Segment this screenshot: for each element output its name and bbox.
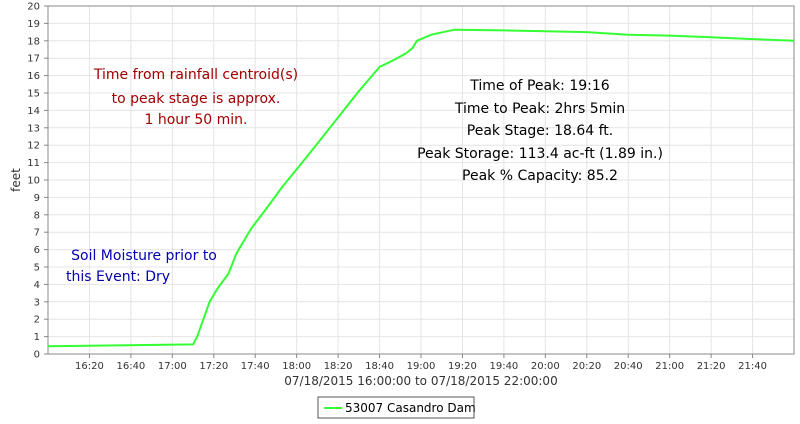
y-tick-label: 16: [27, 71, 40, 82]
x-tick-label: 20:40: [614, 361, 643, 372]
x-tick-label: 20:20: [572, 361, 601, 372]
x-tick-label: 20:00: [531, 361, 560, 372]
legend-box: [317, 396, 475, 419]
y-tick-label: 19: [27, 19, 40, 30]
x-tick-label: 17:00: [158, 361, 187, 372]
rainfall-annotation-line-1: Time from rainfall centroid(s): [93, 67, 298, 83]
y-axis-title: feet: [9, 168, 23, 192]
x-tick-label: 21:00: [655, 361, 684, 372]
y-tick-label: 1: [34, 332, 40, 343]
soil-moisture-line-2: this Event: Dry: [66, 269, 170, 285]
legend-series-label: 53007 Casandro Dam: [345, 401, 476, 415]
x-tick-label: 18:40: [365, 361, 394, 372]
y-tick-label: 4: [34, 280, 40, 291]
rainfall-annotation-line-2: to peak stage is approx.: [112, 91, 281, 107]
y-tick-label: 12: [27, 141, 40, 152]
soil-moisture-line-1: Soil Moisture prior to: [71, 248, 217, 264]
y-tick-label: 3: [34, 297, 40, 308]
series-layer: [47, 28, 795, 348]
x-tick-label: 18:00: [282, 361, 311, 372]
soil-moisture-annotation: Soil Moisture prior to this Event: Dry: [66, 248, 217, 285]
rainfall-annotation-line-3: 1 hour 50 min.: [145, 112, 248, 128]
x-tick-label: 19:20: [448, 361, 477, 372]
x-tick-label: 19:40: [489, 361, 518, 372]
y-tick-label: 6: [34, 245, 40, 256]
y-tick-label: 0: [34, 350, 40, 361]
series-line: [47, 28, 795, 348]
y-tick-label: 15: [27, 89, 40, 100]
x-tick-label: 18:20: [324, 361, 353, 372]
y-tick-label: 11: [27, 158, 40, 169]
x-axis-title: 07/18/2015 16:00:00 to 07/18/2015 22:00:…: [284, 374, 557, 388]
peak-annotation: Time of Peak: 19:16 Time to Peak: 2hrs 5…: [417, 78, 663, 184]
x-tick-label: 16:20: [75, 361, 104, 372]
x-tick-label: 17:40: [241, 361, 270, 372]
x-tick-label: 21:20: [697, 361, 726, 372]
x-tick-label: 16:40: [116, 361, 145, 372]
y-tick-label: 7: [34, 228, 40, 239]
x-tick-label: 19:00: [407, 361, 436, 372]
y-tick-label: 9: [34, 193, 40, 204]
y-tick-label: 8: [34, 210, 40, 221]
grid: [48, 6, 794, 354]
x-tick-label: 21:40: [738, 361, 767, 372]
y-tick-label: 5: [34, 263, 40, 274]
rainfall-annotation: Time from rainfall centroid(s) to peak s…: [93, 67, 298, 128]
legend: 53007 Casandro Dam: [317, 396, 476, 419]
time-to-peak-label: Time to Peak: 2hrs 5min: [454, 101, 625, 117]
y-tick-label: 13: [27, 123, 40, 134]
y-tick-label: 10: [27, 176, 40, 187]
y-tick-label: 20: [27, 2, 40, 13]
peak-storage-label: Peak Storage: 113.4 ac-ft (1.89 in.): [417, 146, 663, 162]
peak-capacity-label: Peak % Capacity: 85.2: [462, 168, 618, 184]
y-tick-label: 17: [27, 54, 40, 65]
x-tick-label: 17:20: [199, 361, 228, 372]
peak-time-label: Time of Peak: 19:16: [469, 78, 610, 94]
peak-stage-label: Peak Stage: 18.64 ft.: [467, 123, 613, 139]
y-tick-label: 2: [34, 315, 40, 326]
y-tick-label: 18: [27, 36, 40, 47]
y-tick-label: 14: [27, 106, 40, 117]
